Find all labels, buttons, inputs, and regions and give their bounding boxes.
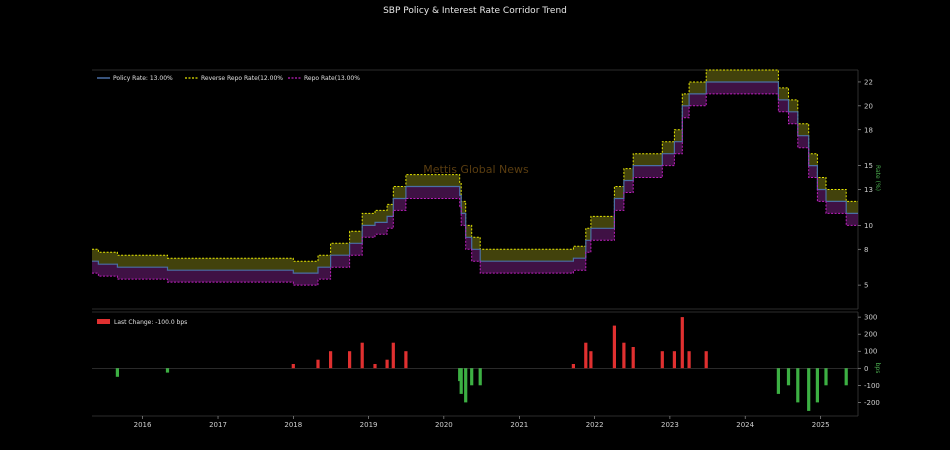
rate-hike-bar — [660, 351, 664, 369]
upper-y-tick-label: 10 — [864, 222, 873, 230]
rate-hike-bar — [404, 351, 408, 369]
corridor-band-upper — [92, 70, 858, 274]
rate-hike-bar — [589, 351, 593, 369]
legend-label-repo: Repo Rate(13.00% — [304, 75, 360, 82]
lower-y-tick-label: 300 — [864, 314, 877, 322]
rate-hike-bar — [329, 351, 333, 369]
rate-hike-bar — [672, 351, 676, 369]
x-axis: 2016 2017 2018 2019 2020 2021 2022 2023 2024 2025 — [134, 416, 830, 429]
x-tick-label: 2016 — [134, 421, 152, 429]
rate-cut-bar — [776, 368, 780, 394]
rate-hike-bar — [687, 351, 691, 369]
rate-cut-bar — [807, 368, 811, 411]
x-tick-label: 2017 — [209, 421, 227, 429]
rate-cut-bar — [464, 368, 468, 403]
lower-plot-group — [92, 317, 858, 411]
rate-cut-bar — [786, 368, 791, 386]
lower-y-tick-label: 100 — [864, 348, 877, 356]
rate-hike-bar — [622, 342, 626, 369]
upper-y-tick-label: 13 — [864, 186, 873, 194]
rate-cut-bar — [478, 368, 482, 386]
rate-cut-bar — [824, 368, 828, 386]
upper-y-tick-label: 8 — [864, 246, 868, 254]
legend-label-last-change: Last Change: -100.0 bps — [114, 319, 187, 326]
upper-legend: Policy Rate: 13.00% Reverse Repo Rate(12… — [97, 75, 360, 82]
corridor-band-lower — [92, 82, 858, 286]
rate-hike-bar — [291, 364, 295, 369]
x-tick-label: 2025 — [812, 421, 830, 429]
x-tick-label: 2024 — [736, 421, 754, 429]
x-tick-label: 2021 — [510, 421, 528, 429]
x-tick-label: 2022 — [586, 421, 604, 429]
upper-y-tick-label: 18 — [864, 126, 873, 134]
rate-hike-bar — [360, 342, 364, 369]
lower-y-tick-label: -200 — [864, 399, 880, 407]
rate-hike-bar — [348, 351, 352, 369]
rate-hike-bar — [391, 342, 395, 369]
rate-cut-bar — [470, 368, 474, 386]
rate-cut-bar — [115, 368, 119, 377]
upper-plot-group — [92, 69, 858, 286]
upper-y-tick-label: 5 — [864, 282, 868, 290]
rate-hike-bar — [316, 359, 320, 369]
upper-y-tick-label: 20 — [864, 102, 873, 110]
x-tick-label: 2018 — [284, 421, 302, 429]
x-tick-label: 2019 — [360, 421, 378, 429]
upper-y-axis: 5 8 10 13 15 18 20 22 — [858, 78, 873, 290]
rate-cut-bar — [459, 368, 463, 394]
rate-hike-bar — [571, 364, 575, 369]
rate-hike-bar — [584, 342, 588, 369]
rate-hike-bar — [373, 364, 377, 369]
rate-hike-bar — [612, 325, 616, 369]
x-tick-label: 2023 — [661, 421, 679, 429]
rate-hike-bar — [631, 347, 635, 369]
lower-legend: Last Change: -100.0 bps — [97, 319, 187, 326]
legend-label-reverse-repo: Reverse Repo Rate(12.00% — [201, 75, 283, 82]
upper-y-axis-label: Rate (%) — [874, 165, 881, 191]
policy-rate-line — [92, 81, 858, 274]
rate-cut-bar — [844, 368, 848, 386]
lower-y-tick-label: 200 — [864, 331, 877, 339]
chart-watermark: Mettis Global News — [423, 163, 529, 176]
rate-cut-bar — [165, 368, 170, 373]
rate-hike-bar — [680, 317, 684, 369]
rate-cut-bar — [796, 368, 800, 403]
upper-y-tick-label: 22 — [864, 78, 873, 86]
rate-hike-bar — [704, 351, 708, 369]
chart-title: SBP Policy & Interest Rate Corridor Tren… — [383, 6, 567, 16]
rate-cut-bar — [815, 368, 819, 403]
lower-y-tick-label: -100 — [864, 382, 880, 390]
legend-label-policy-rate: Policy Rate: 13.00% — [113, 75, 173, 82]
legend-swatch-last-change — [97, 319, 110, 324]
lower-y-tick-label: 0 — [864, 365, 868, 373]
rate-hike-bar — [385, 359, 389, 369]
x-tick-label: 2020 — [435, 421, 453, 429]
lower-y-axis: -200 -100 0 100 200 300 — [858, 314, 880, 407]
upper-y-tick-label: 15 — [864, 162, 873, 170]
lower-y-axis-label: bps — [874, 363, 881, 374]
